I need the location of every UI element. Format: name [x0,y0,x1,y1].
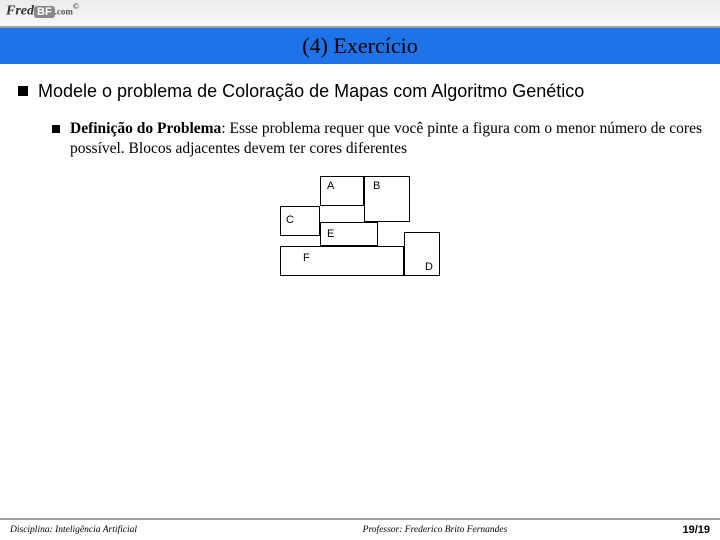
logo-suffix: .com [55,7,73,17]
block-f-label: F [303,252,310,264]
logo-bf: BF [34,6,55,18]
title-bar: (4) Exercício [0,28,720,64]
top-bar: FredBF.com© [0,0,720,28]
footer-left: Disciplina: Inteligência Artificial [10,525,260,535]
block-f: F [280,246,404,276]
block-b: B [364,176,410,222]
slide-title: (4) Exercício [302,33,417,59]
block-d-label: D [425,261,433,273]
bullet-1-text: Modele o problema de Coloração de Mapas … [38,80,584,103]
block-e: E [320,222,378,246]
block-e-label: E [327,228,334,240]
bullet-mark-icon [52,125,60,133]
block-c-label: C [286,214,294,226]
block-d: D [404,232,440,276]
block-b-label: B [373,180,380,192]
bullet-2-label: Definição do Problema [70,120,221,137]
bullet-level-2: Definição do Problema: Esse problema req… [52,119,702,161]
bullet-mark-icon [18,86,28,96]
logo-copy: © [73,2,79,11]
block-a-label: A [327,180,334,192]
map-diagram: A B C E F D [18,176,720,336]
bullet-2-text: Definição do Problema: Esse problema req… [70,119,702,161]
logo: FredBF.com© [6,2,79,20]
block-a: A [320,176,364,206]
slide-page: FredBF.com© (4) Exercício Modele o probl… [0,0,720,540]
bullet-level-1: Modele o problema de Coloração de Mapas … [18,80,702,103]
footer: Disciplina: Inteligência Artificial Prof… [0,518,720,540]
logo-pre: Fred [6,4,34,19]
footer-right: 19/19 [610,524,710,536]
content-area: Modele o problema de Coloração de Mapas … [0,64,720,336]
footer-center: Professor: Frederico Brito Fernandes [260,525,610,535]
block-c: C [280,206,320,236]
